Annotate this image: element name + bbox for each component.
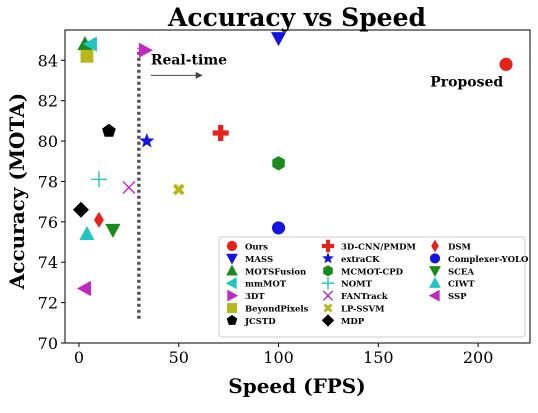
- data-point-3d-cnn-pmdm: [212, 124, 229, 141]
- chart-title: Accuracy vs Speed: [167, 3, 426, 32]
- x-tick-label: 150: [363, 348, 394, 367]
- legend-label-mmmot: mmMOT: [245, 280, 287, 290]
- legend-marker-mdp: [321, 314, 335, 327]
- legend-marker-scea: [429, 266, 441, 277]
- legend-label-mcmot-cpd: MCMOT-CPD: [341, 267, 404, 277]
- legend-marker-nomt: [321, 277, 335, 290]
- y-tick-label: 82: [38, 92, 58, 111]
- legend-marker-beyondpixels: [227, 303, 237, 313]
- legend-label-3dt: 3DT: [245, 292, 265, 302]
- legend-marker-mmmot: [225, 277, 237, 290]
- legend-label-motsfusion: MOTSFusion: [245, 267, 306, 277]
- legend-marker-dsm: [431, 239, 439, 253]
- data-point-jcstd: [102, 123, 116, 137]
- legend-box: [218, 236, 526, 338]
- x-tick-label: 100: [263, 348, 294, 367]
- x-tick-label: 50: [169, 348, 189, 367]
- y-tick-label: 78: [38, 172, 58, 191]
- data-point-mmmot: [82, 36, 97, 52]
- legend-marker-lp-ssvm: [323, 303, 333, 313]
- y-axis-label: Accuracy (MOTA): [5, 93, 29, 290]
- legend-label-mass: MASS: [245, 255, 273, 265]
- axes-frame: [64, 29, 531, 344]
- legend-marker-complexer-yolo: [429, 253, 441, 264]
- legend-marker-mass: [226, 253, 238, 265]
- legend-label-jcstd: JCSTD: [244, 317, 276, 327]
- data-point-ciwt: [79, 225, 95, 240]
- legend-marker-mcmot-cpd: [323, 265, 333, 277]
- legend-marker-extrack: [322, 252, 334, 264]
- data-point-mass: [270, 32, 287, 47]
- x-tick-label: 0: [74, 348, 84, 367]
- data-point-lp-ssvm: [172, 183, 185, 196]
- legend: Ours MASS MOTSFusion mmMOT 3DT BeyondPixels JC…: [218, 236, 529, 338]
- x-tick-label: 200: [463, 348, 494, 367]
- plot-area: 0 50 100 150 200 70 72 74 76 78 80 82 84 Real-time Pro…: [38, 29, 531, 367]
- data-point-3dt: [138, 42, 153, 58]
- y-tick-label: 74: [38, 253, 58, 272]
- legend-label-3d-cnn-pmdm: 3D-CNN/PMDM: [341, 243, 417, 253]
- y-tick-label: 80: [38, 132, 58, 151]
- legend-marker-3d-cnn-pmdm: [321, 239, 335, 253]
- legend-label-ciwt: CIWT: [448, 280, 475, 290]
- legend-label-fantrack: FANTrack: [341, 292, 389, 302]
- legend-label-beyondpixels: BeyondPixels: [245, 305, 309, 315]
- legend-label-complexer-yolo: Complexer-YOLO: [448, 255, 529, 265]
- legend-marker-motsfusion: [226, 264, 238, 276]
- legend-marker-ours: [226, 240, 238, 252]
- legend-label-scea: SCEA: [448, 267, 474, 277]
- annotation-proposed: Proposed: [430, 75, 503, 91]
- data-point-extrack: [139, 133, 155, 148]
- data-point-beyondpixels: [80, 49, 94, 63]
- legend-label-nomt: NOMT: [341, 280, 373, 290]
- legend-label-dsm: DSM: [448, 243, 472, 253]
- legend-marker-ciwt: [429, 277, 441, 288]
- x-axis-label: Speed (FPS): [228, 374, 365, 398]
- y-tick-label: 72: [38, 294, 58, 313]
- data-point-fantrack: [122, 181, 136, 195]
- y-tick-label: 76: [38, 213, 58, 232]
- y-tick-label: 84: [38, 51, 58, 70]
- data-point-mdp: [72, 201, 89, 218]
- legend-label-extrack: extraCK: [341, 255, 380, 265]
- y-tick-label: 70: [38, 334, 58, 353]
- annotation-arrow-head: [195, 71, 203, 79]
- data-point-scea: [105, 223, 121, 238]
- legend-label-lp-ssvm: LP-SSVM: [341, 305, 385, 315]
- data-point-dsm: [93, 211, 104, 228]
- legend-marker-ssp: [428, 289, 440, 302]
- legend-label-ours: Ours: [245, 243, 268, 253]
- data-point-complexer-yolo: [271, 221, 286, 235]
- data-point-mcmot-cpd: [272, 156, 285, 171]
- legend-label-mdp: MDP: [341, 317, 365, 327]
- data-point-ssp: [76, 280, 91, 297]
- legend-label-ssp: SSP: [448, 292, 467, 302]
- annotation-real-time: Real-time: [151, 52, 227, 68]
- data-point-ours: [499, 57, 513, 71]
- data-point-nomt: [90, 171, 107, 188]
- legend-marker-fantrack: [322, 290, 334, 301]
- legend-marker-3dt: [227, 289, 239, 302]
- legend-marker-jcstd: [226, 314, 238, 325]
